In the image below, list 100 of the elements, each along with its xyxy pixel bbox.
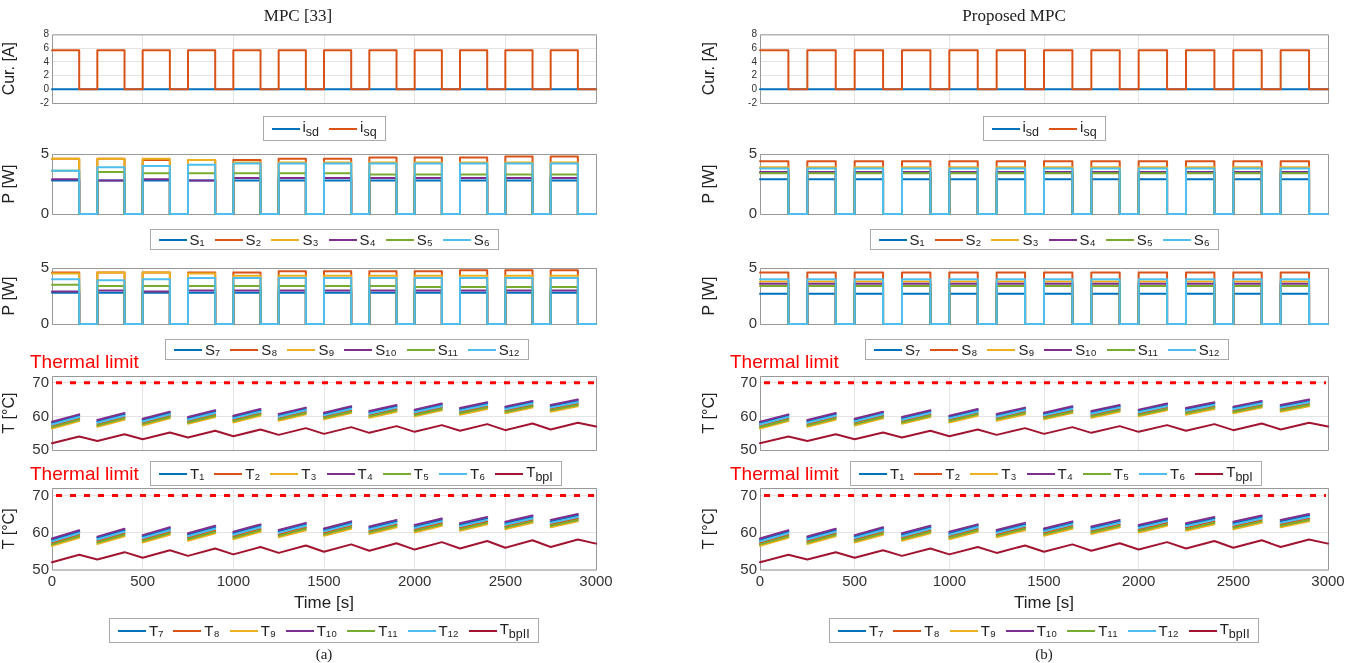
legend-label: S₁₀ [1075,341,1097,358]
legend-label: S₇ [205,341,221,358]
legend-label: i$_{sq}$ [1080,118,1097,139]
y-tick-label: 2 [43,69,50,81]
legend-label: T₁₀ [316,622,338,639]
ref-line-label: Thermal limit [730,462,840,484]
legend-label: S₆ [473,231,490,248]
legend-label: S₄ [359,231,376,248]
series-label: S₁₁ [1137,341,1158,358]
y-tick-label: 0 [43,83,50,95]
y-tick-label: 4 [751,55,758,67]
legend-label: T₁₂ [1158,622,1179,639]
x-tick-label: 2000 [397,571,432,589]
legend-label: T₉ [260,622,276,639]
y-tick-label: 0 [751,83,758,95]
legend-label: T$_{bpII}$ [499,620,530,641]
legend-label: S₂ [965,231,982,248]
y-tick-label: 60 [32,522,49,540]
legend-label: i$_{sd}$ [302,118,320,139]
y-axis-title: P [W] [700,276,718,316]
y-tick-label: 70 [32,372,49,390]
chart-title: Proposed MPC [962,5,1066,25]
legend-label: T₁ [190,465,205,482]
legend-label: T₅ [1113,465,1130,482]
y-tick-label: 6 [43,41,50,53]
legend-label: i$_{sd}$ [1022,118,1040,139]
y-tick-label: 50 [32,440,49,458]
x-tick-label: 1500 [1027,571,1061,589]
x-tick-label: 2500 [1216,571,1251,589]
x-tick-label: 2500 [488,571,523,589]
y-tick-label: 2 [751,69,758,81]
legend-label: T₂ [945,465,961,482]
legend-label: S₁₂ [1198,341,1220,358]
y-tick-label: 8 [43,28,50,40]
y-tick-label: 5 [748,144,757,162]
legend-label: S₅ [1136,231,1153,248]
x-tick-label: 3000 [1311,571,1345,589]
y-axis-title: T [°C] [700,508,718,550]
y-axis-title: P [W] [0,164,18,204]
legend-label: T₆ [470,465,486,482]
legend-label: T₅ [413,465,430,482]
legend-label: T₇ [149,622,164,639]
y-tick-label: 0 [40,204,49,222]
y-tick-label: 0 [748,204,757,222]
y-tick-label: 5 [748,258,757,276]
legend-label: S₄ [1079,231,1096,248]
legend-label: T₁₂ [438,622,459,639]
y-axis-title: P [W] [700,164,718,204]
x-tick-label: 1000 [216,571,251,589]
y-tick-label: 5 [40,144,49,162]
y-tick-label: 50 [32,559,49,577]
ref-line-label: Thermal limit [730,350,840,372]
y-tick-label: 50 [740,440,757,458]
legend-label: T₇ [869,622,884,639]
y-tick-label: 4 [43,55,50,67]
x-axis-title: Time [s] [1014,593,1074,613]
y-tick-label: 60 [32,406,49,424]
legend-label: T$_{bpII}$ [1219,620,1250,641]
legend-label: S₉ [1018,341,1035,358]
legend-label: T₉ [980,622,996,639]
x-tick-label: 3000 [579,571,613,589]
legend-label: T₄ [1057,465,1073,482]
y-tick-label: 0 [748,314,757,332]
legend-label: S₁₁ [437,341,458,358]
x-tick-label: 500 [842,571,868,589]
y-tick-label: 5 [40,258,49,276]
y-tick-label: 50 [740,559,757,577]
legend-label: T₈ [924,622,940,639]
legend-label: T₁₁ [1098,622,1118,639]
legend-label: S₈ [261,341,278,358]
y-axis-title: T [°C] [700,392,718,434]
legend-label: S₁ [909,231,925,248]
y-tick-label: 70 [740,372,757,390]
legend-label: T₈ [204,622,220,639]
y-tick-label: 0 [40,314,49,332]
legend-label: T$_{bpI}$ [526,463,553,484]
x-axis-title: Time [s] [294,593,354,613]
legend-label: S₃ [1022,231,1039,248]
y-tick-label: 70 [32,485,49,503]
y-axis-title: T [°C] [0,508,18,550]
y-axis-title: Cur. [A] [0,42,18,96]
x-tick-label: 1000 [932,571,967,589]
legend-label: T₆ [1170,465,1186,482]
ref-line-label: Thermal limit [30,350,140,372]
legend-label: S₃ [302,231,319,248]
legend-label: T$_{bpI}$ [1226,463,1253,484]
legend-label: S₈ [961,341,978,358]
legend-label: S₅ [416,231,433,248]
x-tick-label: 1500 [307,571,341,589]
text: (a) [315,646,333,663]
y-tick-label: 70 [740,485,757,503]
legend-label: i$_{sq}$ [360,118,377,139]
x-tick-label: 2000 [1121,571,1156,589]
y-axis-title: T [°C] [0,392,18,434]
y-tick-label: 6 [751,41,758,53]
y-tick-label: -2 [40,96,50,108]
legend-label: S₇ [905,341,921,358]
y-tick-label: 60 [740,522,757,540]
legend-label: S₉ [318,341,335,358]
legend-label: T₄ [357,465,373,482]
